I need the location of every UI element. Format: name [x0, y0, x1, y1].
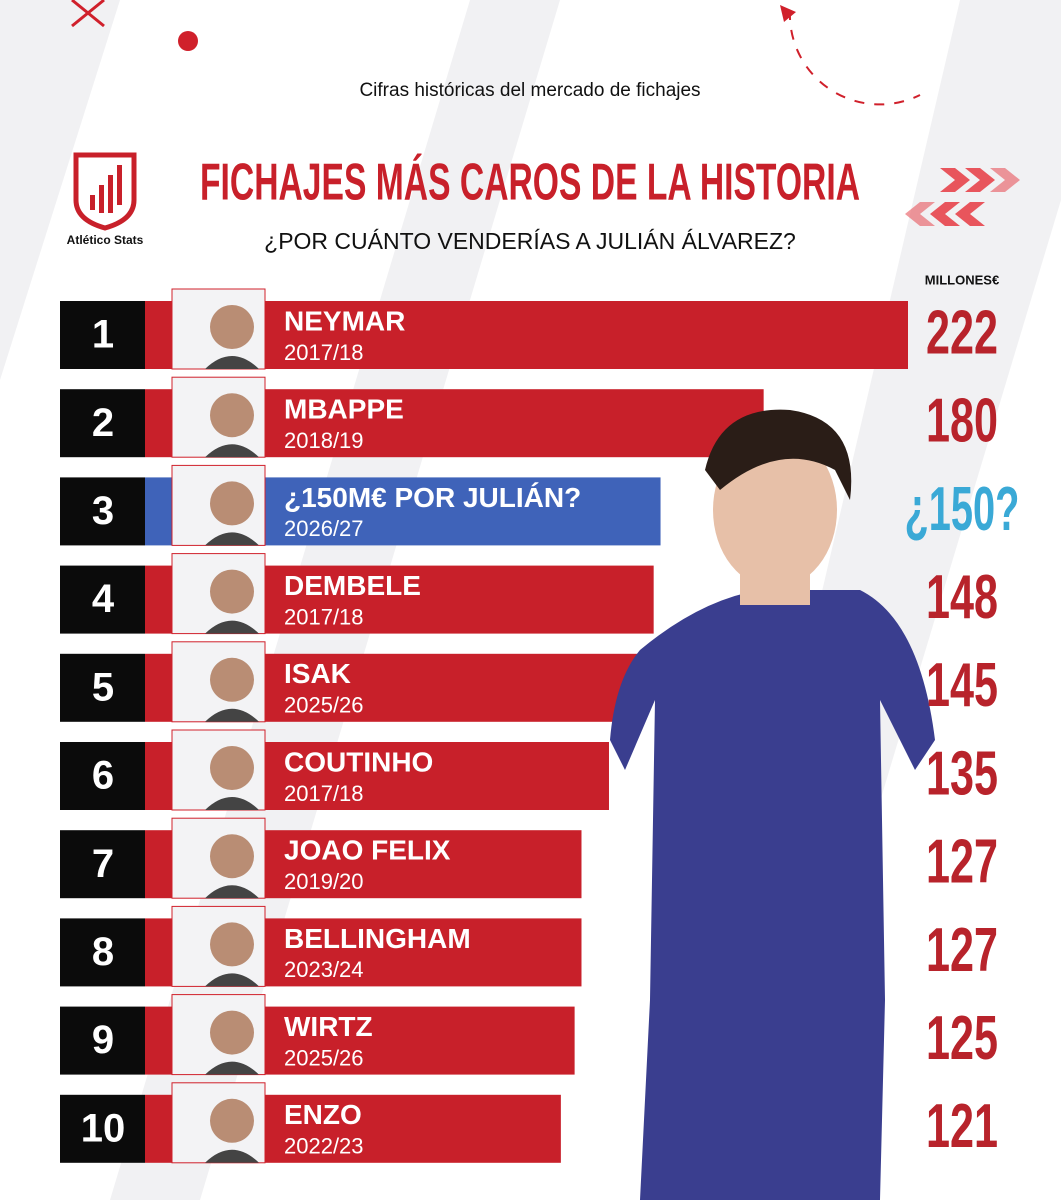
rank-box — [60, 565, 145, 634]
rank-box — [60, 830, 145, 899]
player-name: WIRTZ — [284, 1011, 373, 1042]
value-label: 127 — [926, 916, 998, 985]
chart-title: FICHAJES MÁS CAROS DE LA HISTORIA — [200, 154, 860, 212]
photo-face — [210, 481, 254, 526]
season: 2026/27 — [284, 516, 364, 541]
season: 2025/26 — [284, 693, 364, 718]
player-name: BELLINGHAM — [284, 923, 471, 954]
value-label: 222 — [926, 298, 998, 367]
photo-shirt — [205, 973, 259, 987]
value-label: 135 — [926, 739, 998, 808]
decor-arc — [788, 9, 921, 106]
decor-dot — [178, 31, 198, 51]
rank: 4 — [92, 577, 115, 621]
rank-box — [60, 477, 145, 546]
season: 2017/18 — [284, 340, 364, 365]
player-figure — [610, 409, 935, 1200]
player-name: COUTINHO — [284, 746, 433, 777]
photo-shirt — [205, 532, 259, 546]
photo-shirt — [205, 356, 259, 369]
photo-face — [210, 393, 254, 438]
rank: 10 — [81, 1106, 126, 1150]
decor-cross — [71, 0, 105, 28]
value-label: 127 — [926, 828, 998, 897]
player-name: ISAK — [284, 658, 351, 689]
value-label: ¿150? — [905, 475, 1020, 544]
photo-shirt — [205, 797, 259, 810]
season: 2023/24 — [284, 957, 364, 982]
photo-shirt — [205, 708, 259, 722]
rank-box — [60, 742, 145, 810]
photo-face — [210, 834, 254, 879]
photo-shirt — [205, 1149, 259, 1163]
photo-face — [210, 569, 254, 614]
bar — [145, 301, 908, 369]
rank: 1 — [92, 313, 114, 357]
rank-box — [60, 1006, 145, 1075]
season: 2019/20 — [284, 869, 364, 894]
player-name: NEYMAR — [284, 305, 405, 336]
bars: 1 NEYMAR 2017/18 2 MBAPPE 2018/19 3 ¿150M€ POR … — [60, 288, 908, 1164]
rank: 9 — [92, 1018, 114, 1062]
value-label: 125 — [926, 1004, 998, 1073]
player-name: MBAPPE — [284, 394, 404, 425]
subtitle: Cifras históricas del mercado de fichaje… — [359, 80, 700, 101]
photo-face — [210, 305, 254, 349]
question: ¿POR CUÁNTO VENDERÍAS A JULIÁN ÁLVAREZ? — [264, 228, 796, 254]
player-name: JOAO FELIX — [284, 835, 451, 866]
player-name: ENZO — [284, 1099, 362, 1130]
value-axis-label: MILLONES€ — [925, 272, 999, 287]
photo-shirt — [205, 620, 259, 634]
rank-box — [60, 301, 145, 369]
rank-box — [60, 653, 145, 722]
rank: 6 — [92, 754, 114, 798]
season: 2017/18 — [284, 604, 364, 629]
rank: 8 — [92, 930, 114, 974]
photo-face — [210, 657, 254, 702]
rank-box — [60, 389, 145, 458]
photo-shirt — [205, 1061, 259, 1075]
value-label: 180 — [926, 387, 998, 456]
photo-face — [210, 746, 254, 790]
photo-face — [210, 1098, 254, 1143]
decor-arrow — [780, 5, 796, 22]
photo-shirt — [205, 885, 259, 899]
season: 2025/26 — [284, 1045, 364, 1070]
rank: 3 — [92, 489, 114, 533]
value-labels: 222 180 ¿150? 148 145 135 127 127 125 121 — [905, 298, 1020, 1161]
brand: Atlético Stats — [67, 233, 144, 247]
value-label: 148 — [926, 563, 998, 632]
value-label: 121 — [926, 1092, 998, 1161]
player-name: DEMBELE — [284, 570, 421, 601]
player-name: ¿150M€ POR JULIÁN? — [284, 482, 581, 513]
season: 2017/18 — [284, 781, 364, 806]
rank-box — [60, 1094, 145, 1163]
rank: 7 — [92, 842, 114, 886]
season: 2018/19 — [284, 428, 364, 453]
photo-shirt — [205, 444, 259, 458]
value-label: 145 — [926, 651, 998, 720]
rank: 5 — [92, 665, 114, 709]
photo-face — [210, 922, 254, 967]
logo — [73, 152, 137, 231]
season: 2022/23 — [284, 1134, 364, 1159]
decor-chevrons — [905, 168, 1020, 226]
photo-face — [210, 1010, 254, 1055]
rank-box — [60, 918, 145, 987]
rank: 2 — [92, 401, 114, 445]
